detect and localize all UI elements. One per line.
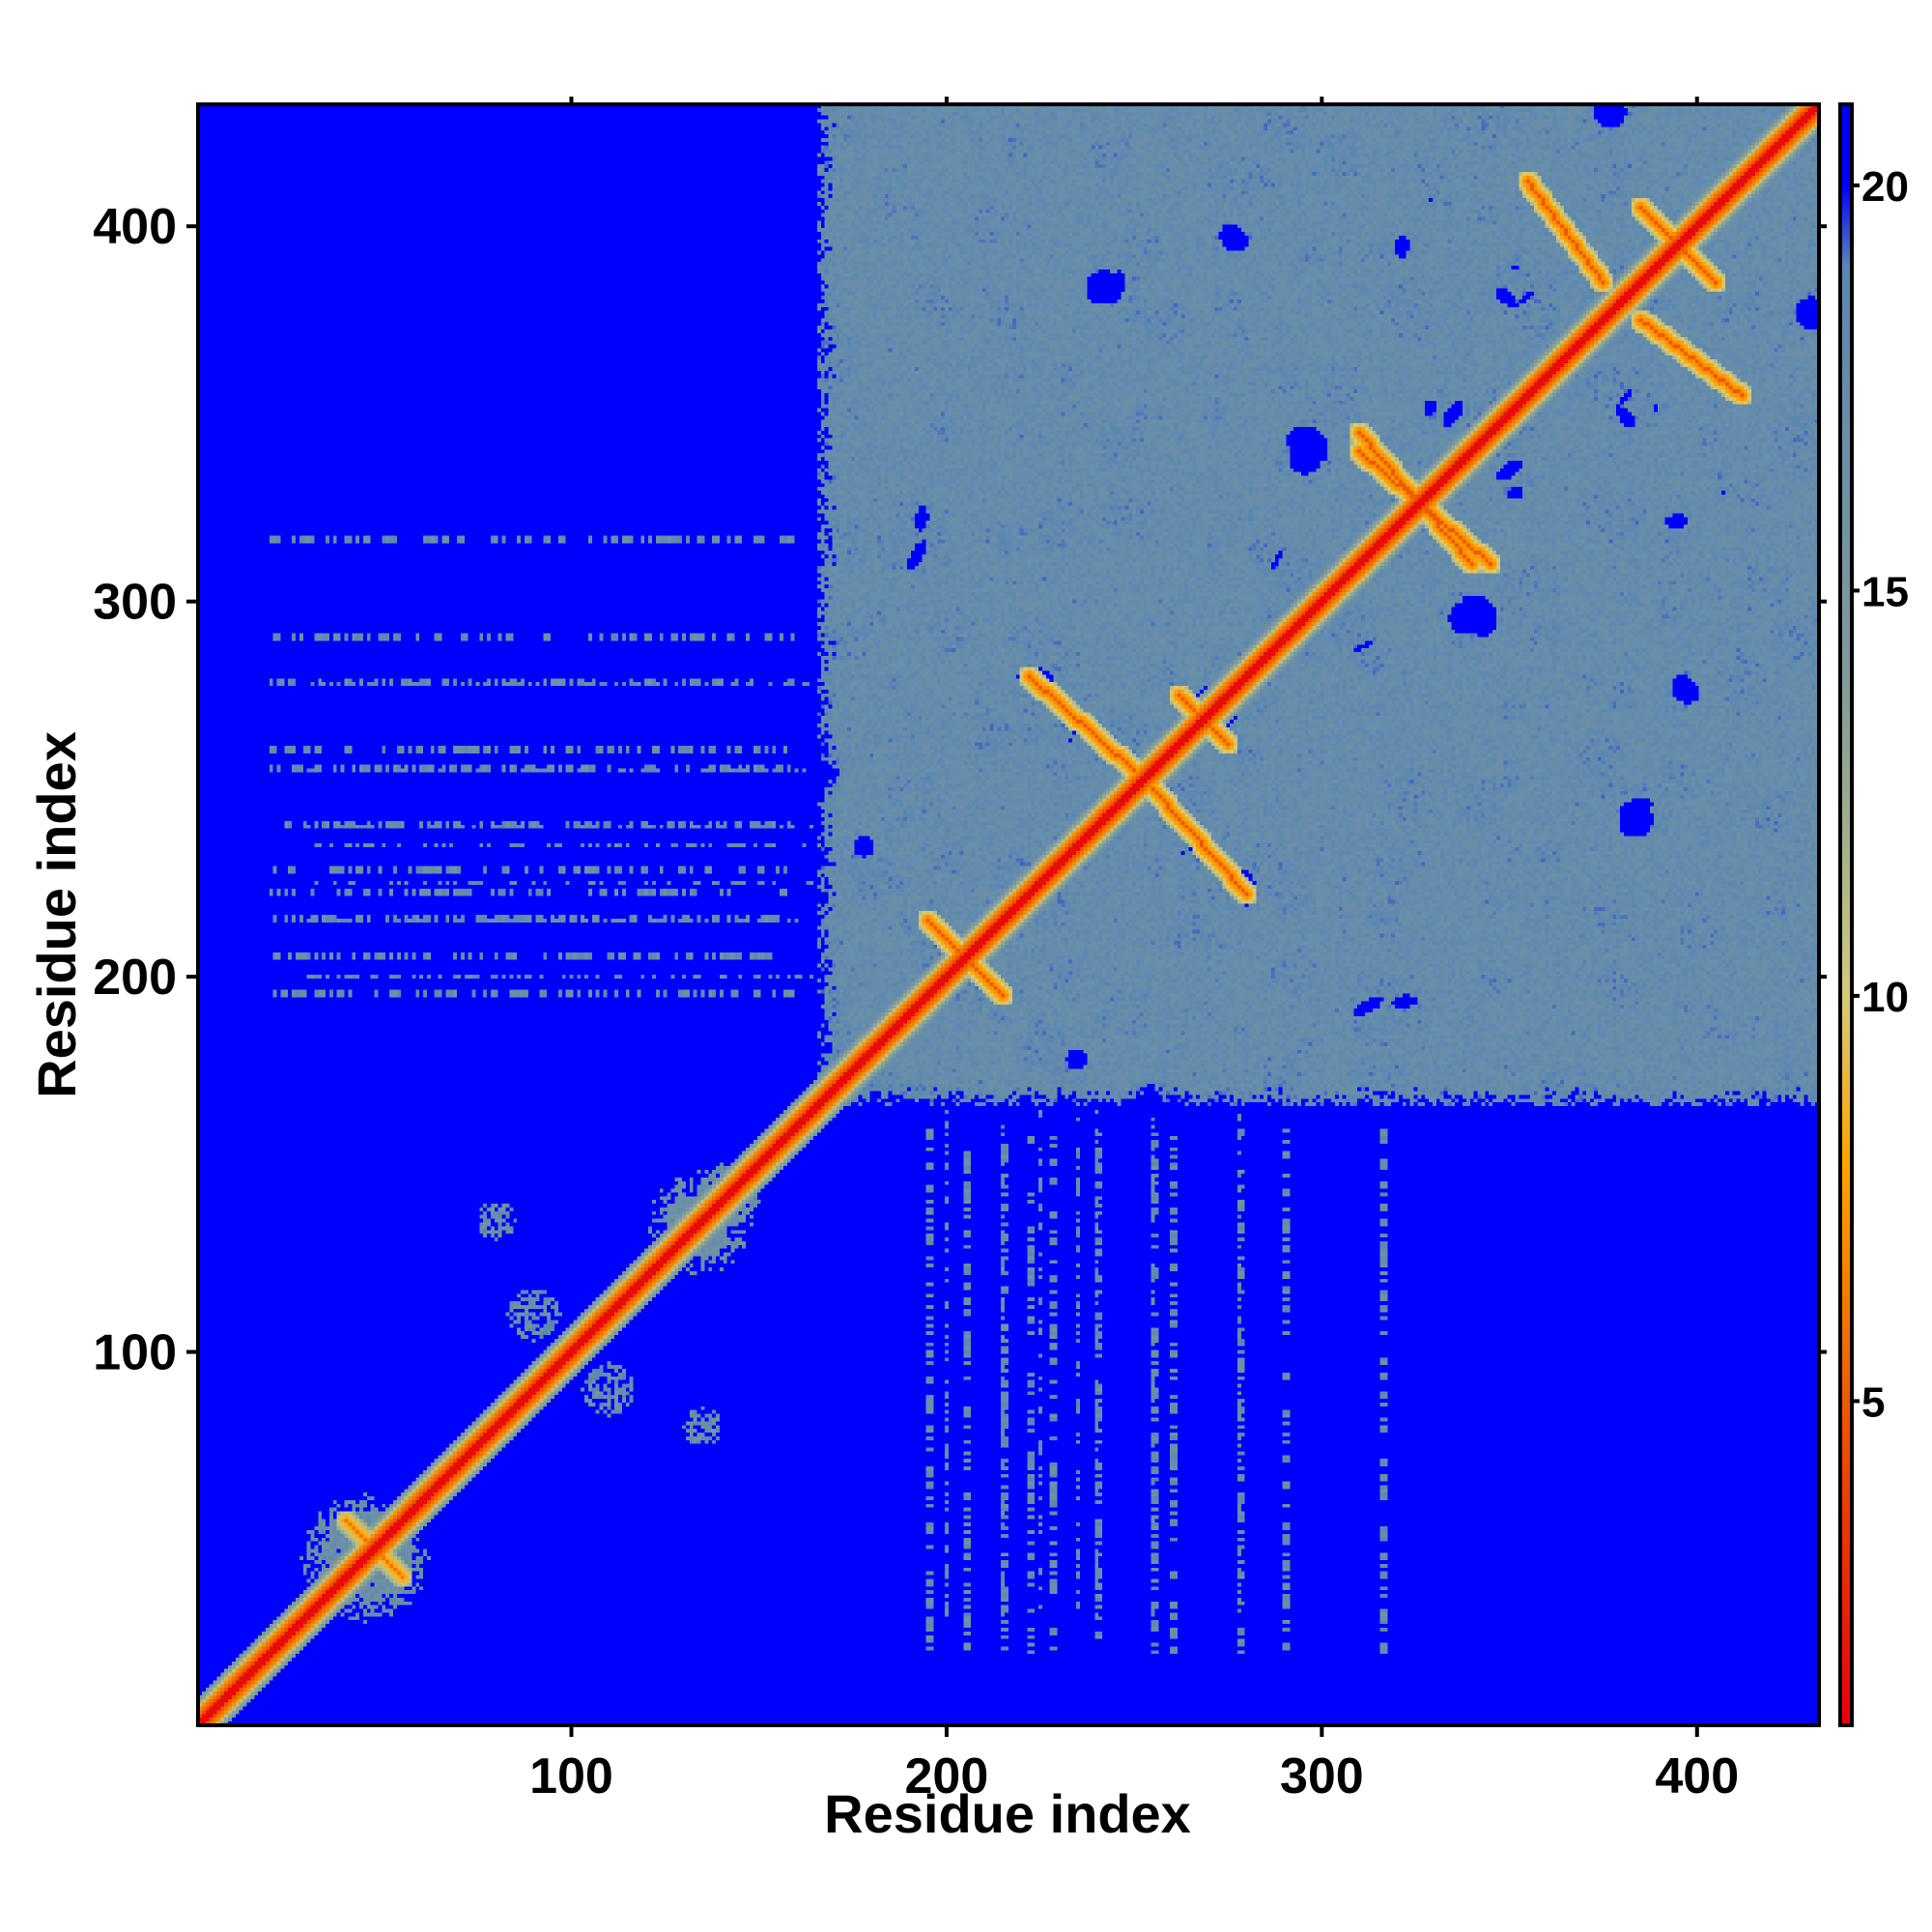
heatmap-area [198,104,1819,1725]
y-axis-title: Residue index [26,731,87,1098]
x-tick-label: 100 [529,1748,613,1804]
colorbar-tick-label: 10 [1861,974,1909,1021]
colorbar-tick-label: 5 [1861,1378,1885,1426]
plot-frame [196,102,1821,1727]
y-tick-label: 100 [93,1325,177,1381]
y-tick-label: 200 [93,950,177,1006]
x-tick-label: 200 [905,1748,989,1804]
x-tick-label: 400 [1655,1748,1739,1804]
x-axis-title: Residue index [824,1783,1191,1844]
colorbar: 5 10 15 20 [1838,102,1909,1727]
colorbar-tick-label: 15 [1861,568,1909,615]
y-tick-label: 400 [93,199,177,255]
x-axis: 100 200 300 400 [529,97,1739,1804]
y-tick-label: 300 [93,575,177,631]
x-tick-label: 300 [1280,1748,1364,1804]
y-axis: 100 200 300 400 [93,199,1827,1381]
colorbar-fill [1840,104,1852,1725]
colorbar-tick-label: 20 [1861,163,1909,211]
colorbar-frame [1838,102,1854,1727]
